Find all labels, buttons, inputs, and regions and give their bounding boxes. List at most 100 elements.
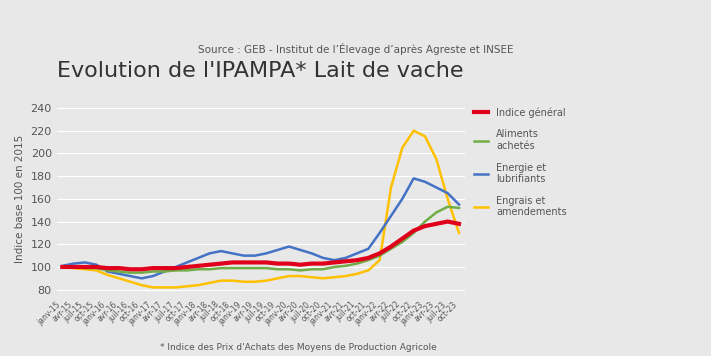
Energie et
lubrifiants bbox=[194, 256, 203, 260]
Aliments
achetés bbox=[217, 266, 225, 270]
Energie et
lubrifiants bbox=[149, 274, 157, 278]
Engrais et
amendements bbox=[137, 283, 146, 287]
Aliments
achetés bbox=[421, 219, 429, 224]
Aliments
achetés bbox=[240, 266, 248, 270]
Energie et
lubrifiants bbox=[70, 261, 78, 266]
Indice général bbox=[444, 219, 452, 224]
Aliments
achetés bbox=[228, 266, 237, 270]
Indice général bbox=[455, 222, 464, 226]
Indice général bbox=[364, 256, 373, 260]
Aliments
achetés bbox=[364, 258, 373, 262]
Text: * Indice des Prix d'Achats des Moyens de Production Agricole: * Indice des Prix d'Achats des Moyens de… bbox=[160, 344, 437, 352]
Engrais et
amendements bbox=[262, 278, 271, 283]
Energie et
lubrifiants bbox=[455, 202, 464, 206]
Y-axis label: Indice base 100 en 2015: Indice base 100 en 2015 bbox=[15, 135, 25, 263]
Engrais et
amendements bbox=[330, 275, 338, 279]
Aliments
achetés bbox=[114, 269, 123, 274]
Aliments
achetés bbox=[58, 265, 67, 269]
Aliments
achetés bbox=[70, 265, 78, 269]
Engrais et
amendements bbox=[251, 279, 260, 284]
Energie et
lubrifiants bbox=[251, 253, 260, 258]
Engrais et
amendements bbox=[421, 134, 429, 138]
Indice général bbox=[319, 261, 327, 266]
Energie et
lubrifiants bbox=[410, 176, 418, 180]
Engrais et
amendements bbox=[307, 275, 316, 279]
Aliments
achetés bbox=[160, 269, 169, 274]
Energie et
lubrifiants bbox=[284, 245, 293, 249]
Indice général bbox=[262, 260, 271, 265]
Aliments
achetés bbox=[432, 210, 441, 215]
Aliments
achetés bbox=[284, 267, 293, 271]
Indice général bbox=[375, 251, 384, 256]
Indice général bbox=[341, 259, 350, 263]
Engrais et
amendements bbox=[284, 274, 293, 278]
Indice général bbox=[171, 266, 180, 270]
Engrais et
amendements bbox=[183, 284, 191, 288]
Indice général bbox=[307, 261, 316, 266]
Indice général bbox=[114, 266, 123, 270]
Indice général bbox=[126, 267, 134, 271]
Indice général bbox=[137, 267, 146, 271]
Aliments
achetés bbox=[274, 267, 282, 271]
Aliments
achetés bbox=[410, 231, 418, 235]
Aliments
achetés bbox=[103, 268, 112, 273]
Indice général bbox=[92, 265, 100, 269]
Engrais et
amendements bbox=[410, 129, 418, 133]
Energie et
lubrifiants bbox=[81, 260, 90, 265]
Aliments
achetés bbox=[81, 266, 90, 270]
Engrais et
amendements bbox=[455, 231, 464, 235]
Energie et
lubrifiants bbox=[296, 248, 304, 252]
Aliments
achetés bbox=[149, 269, 157, 274]
Indice général bbox=[228, 260, 237, 265]
Indice général bbox=[432, 222, 441, 226]
Energie et
lubrifiants bbox=[262, 251, 271, 256]
Energie et
lubrifiants bbox=[205, 251, 214, 256]
Energie et
lubrifiants bbox=[240, 253, 248, 258]
Energie et
lubrifiants bbox=[160, 269, 169, 274]
Line: Aliments
achetés: Aliments achetés bbox=[63, 207, 459, 273]
Aliments
achetés bbox=[319, 267, 327, 271]
Indice général bbox=[70, 265, 78, 269]
Energie et
lubrifiants bbox=[375, 231, 384, 235]
Engrais et
amendements bbox=[353, 272, 361, 276]
Engrais et
amendements bbox=[160, 285, 169, 289]
Indice général bbox=[353, 258, 361, 262]
Energie et
lubrifiants bbox=[444, 191, 452, 195]
Line: Engrais et
amendements: Engrais et amendements bbox=[63, 131, 459, 287]
Indice général bbox=[217, 261, 225, 266]
Indice général bbox=[296, 263, 304, 267]
Engrais et
amendements bbox=[444, 197, 452, 201]
Energie et
lubrifiants bbox=[330, 258, 338, 262]
Aliments
achetés bbox=[194, 267, 203, 271]
Engrais et
amendements bbox=[240, 279, 248, 284]
Line: Energie et
lubrifiants: Energie et lubrifiants bbox=[63, 178, 459, 278]
Indice général bbox=[194, 264, 203, 268]
Engrais et
amendements bbox=[398, 146, 407, 150]
Indice général bbox=[160, 266, 169, 270]
Aliments
achetés bbox=[330, 265, 338, 269]
Engrais et
amendements bbox=[274, 276, 282, 281]
Aliments
achetés bbox=[262, 266, 271, 270]
Aliments
achetés bbox=[205, 267, 214, 271]
Indice général bbox=[103, 266, 112, 270]
Aliments
achetés bbox=[251, 266, 260, 270]
Indice général bbox=[284, 261, 293, 266]
Energie et
lubrifiants bbox=[217, 249, 225, 253]
Engrais et
amendements bbox=[126, 279, 134, 284]
Engrais et
amendements bbox=[103, 273, 112, 277]
Energie et
lubrifiants bbox=[114, 272, 123, 276]
Indice général bbox=[149, 266, 157, 270]
Indice général bbox=[251, 260, 260, 265]
Aliments
achetés bbox=[171, 268, 180, 273]
Engrais et
amendements bbox=[296, 274, 304, 278]
Legend: Indice général, Aliments
achetés, Energie et
lubrifiants, Engrais et
amendements: Indice général, Aliments achetés, Energi… bbox=[474, 107, 567, 218]
Engrais et
amendements bbox=[114, 276, 123, 281]
Energie et
lubrifiants bbox=[274, 248, 282, 252]
Energie et
lubrifiants bbox=[183, 260, 191, 265]
Indice général bbox=[183, 265, 191, 269]
Energie et
lubrifiants bbox=[432, 185, 441, 190]
Engrais et
amendements bbox=[58, 265, 67, 269]
Engrais et
amendements bbox=[81, 267, 90, 271]
Energie et
lubrifiants bbox=[58, 264, 67, 268]
Indice général bbox=[205, 263, 214, 267]
